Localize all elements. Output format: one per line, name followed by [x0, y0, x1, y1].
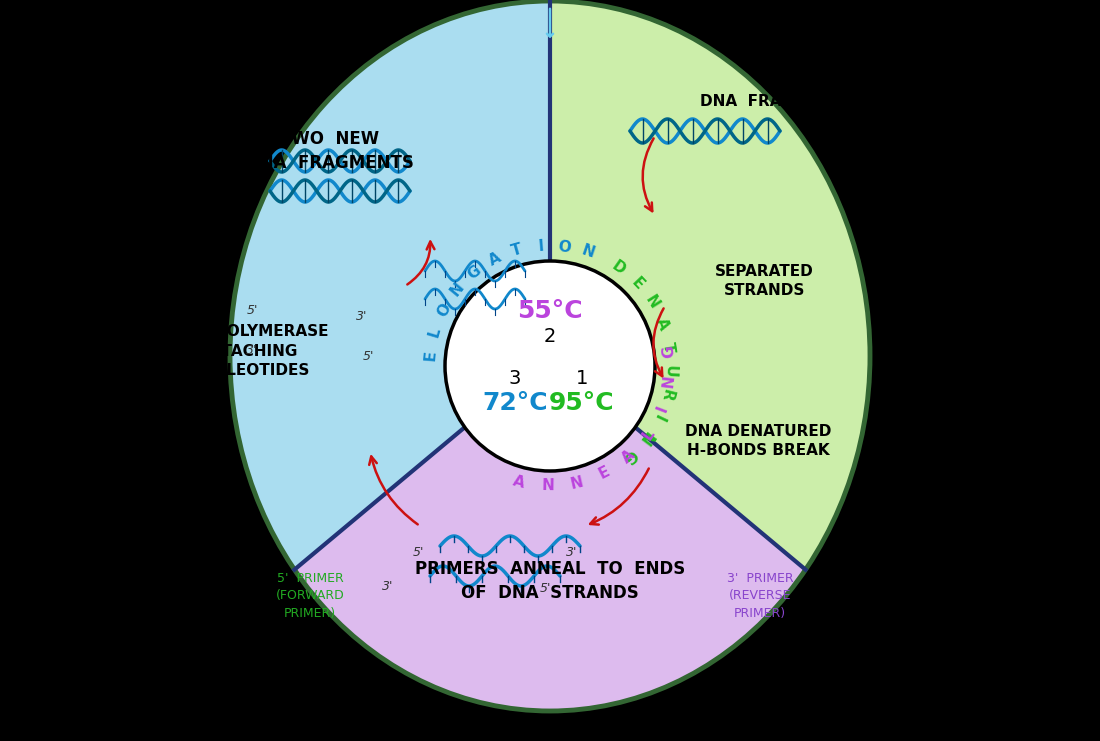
Text: 55°C: 55°C	[517, 299, 583, 323]
Text: 3': 3'	[356, 310, 367, 324]
Text: T: T	[660, 341, 676, 353]
Text: N: N	[636, 428, 656, 448]
Text: E: E	[596, 464, 613, 482]
Text: N: N	[661, 373, 678, 388]
Text: E: E	[628, 274, 646, 292]
Text: O: O	[558, 239, 572, 255]
Text: 3'  PRIMER
(REVERSE
PRIMER): 3' PRIMER (REVERSE PRIMER)	[727, 573, 793, 619]
Text: 3': 3'	[566, 547, 578, 559]
Text: A: A	[486, 250, 504, 269]
Text: A: A	[653, 316, 671, 332]
Text: TAQ  POLYMERASE
ATTACHING
NUCLEOTIDES: TAQ POLYMERASE ATTACHING NUCLEOTIDES	[172, 324, 329, 379]
Text: 72°C: 72°C	[482, 391, 548, 415]
Text: N: N	[448, 280, 468, 299]
Text: 3': 3'	[246, 345, 257, 357]
Text: U: U	[662, 365, 678, 378]
Text: G: G	[620, 446, 639, 465]
Text: L: L	[639, 427, 657, 443]
Text: 5': 5'	[246, 305, 257, 317]
Circle shape	[446, 261, 654, 471]
Text: N: N	[642, 293, 661, 312]
Text: T: T	[509, 242, 524, 259]
Text: L: L	[427, 325, 443, 339]
Polygon shape	[230, 1, 550, 570]
Text: I: I	[654, 404, 670, 414]
Text: 3: 3	[509, 370, 521, 388]
Text: A: A	[619, 447, 638, 466]
Text: N: N	[569, 474, 585, 492]
Text: DNA DENATURED
H-BONDS BREAK: DNA DENATURED H-BONDS BREAK	[685, 424, 832, 459]
Text: DNA  FRAGMENT: DNA FRAGMENT	[700, 93, 843, 108]
Text: 5': 5'	[412, 547, 424, 559]
Text: 2: 2	[543, 327, 557, 345]
Text: N: N	[541, 479, 554, 494]
Text: I: I	[650, 412, 667, 423]
Text: 5'  PRIMER
(FORWARD
PRIMER): 5' PRIMER (FORWARD PRIMER)	[276, 573, 344, 619]
Text: D: D	[609, 258, 628, 277]
Text: I: I	[537, 239, 544, 254]
Text: G: G	[661, 345, 678, 359]
Text: G: G	[465, 263, 484, 282]
Text: O: O	[434, 300, 453, 319]
Polygon shape	[295, 356, 805, 711]
Text: 95°C: 95°C	[549, 391, 615, 415]
Text: SEPARATED
STRANDS: SEPARATED STRANDS	[715, 264, 814, 299]
Text: 1: 1	[575, 370, 589, 388]
Text: 5': 5'	[362, 350, 374, 364]
Text: 5': 5'	[539, 582, 551, 596]
Text: 3': 3'	[383, 579, 394, 593]
Polygon shape	[550, 1, 870, 570]
Text: A: A	[512, 473, 527, 491]
Text: PRIMERS  ANNEAL  TO  ENDS
OF  DNA  STRANDS: PRIMERS ANNEAL TO ENDS OF DNA STRANDS	[415, 560, 685, 602]
Text: E: E	[422, 350, 439, 362]
Text: R: R	[658, 388, 675, 402]
Text: N: N	[580, 243, 596, 262]
Text: TWO  NEW
DNA  FRAGMENTS: TWO NEW DNA FRAGMENTS	[246, 130, 414, 172]
